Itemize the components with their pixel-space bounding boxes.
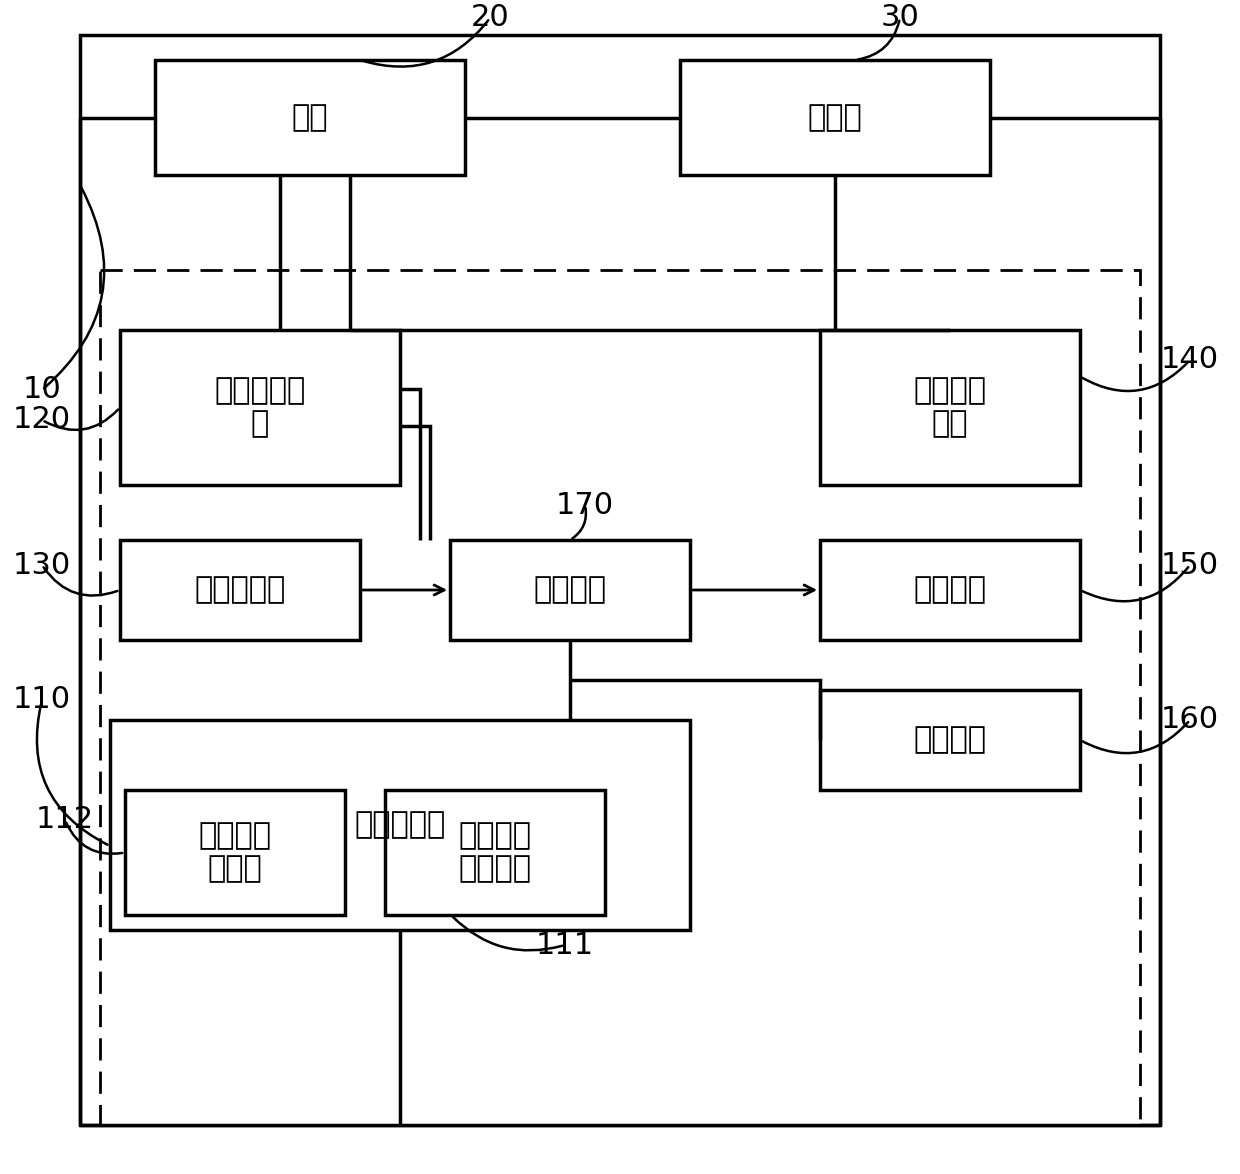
Bar	[680, 60, 990, 175]
Text: 模块: 模块	[931, 410, 968, 439]
Text: 块: 块	[250, 410, 269, 439]
Text: 转动计数器: 转动计数器	[195, 575, 285, 605]
Text: 始化单元: 始化单元	[459, 855, 532, 884]
Text: 云台初始: 云台初始	[198, 822, 272, 850]
Bar	[155, 60, 465, 175]
Bar	[820, 330, 1080, 485]
Text: 20: 20	[471, 4, 510, 33]
Text: 130: 130	[12, 551, 71, 580]
Text: 112: 112	[36, 805, 94, 835]
Text: 陀螺仪: 陀螺仪	[807, 103, 862, 131]
Bar	[110, 720, 689, 930]
Text: 111: 111	[536, 931, 594, 959]
Text: 存储模块: 存储模块	[914, 575, 987, 605]
Text: 160: 160	[1161, 706, 1219, 735]
Text: 170: 170	[556, 491, 614, 520]
Bar	[120, 330, 401, 485]
Text: 110: 110	[12, 686, 71, 715]
Text: 记录模块: 记录模块	[914, 726, 987, 755]
Bar	[81, 35, 1159, 1125]
Text: 140: 140	[1161, 345, 1219, 375]
Bar	[450, 540, 689, 640]
Text: 云台: 云台	[291, 103, 329, 131]
Bar	[100, 270, 1140, 1125]
Text: 150: 150	[1161, 551, 1219, 580]
Text: 初始化模块: 初始化模块	[355, 810, 445, 839]
Text: 调控模块: 调控模块	[533, 575, 606, 605]
Text: 30: 30	[880, 4, 919, 33]
Bar	[120, 540, 360, 640]
Bar	[125, 790, 345, 915]
Text: 转动控制模: 转动控制模	[215, 377, 305, 405]
Bar	[820, 540, 1080, 640]
Text: 120: 120	[12, 405, 71, 434]
Text: 采集处理: 采集处理	[914, 377, 987, 405]
Text: 陀螺仪初: 陀螺仪初	[459, 822, 532, 850]
Text: 10: 10	[22, 376, 61, 405]
Bar	[820, 690, 1080, 790]
Text: 化单元: 化单元	[207, 855, 263, 884]
Bar	[384, 790, 605, 915]
